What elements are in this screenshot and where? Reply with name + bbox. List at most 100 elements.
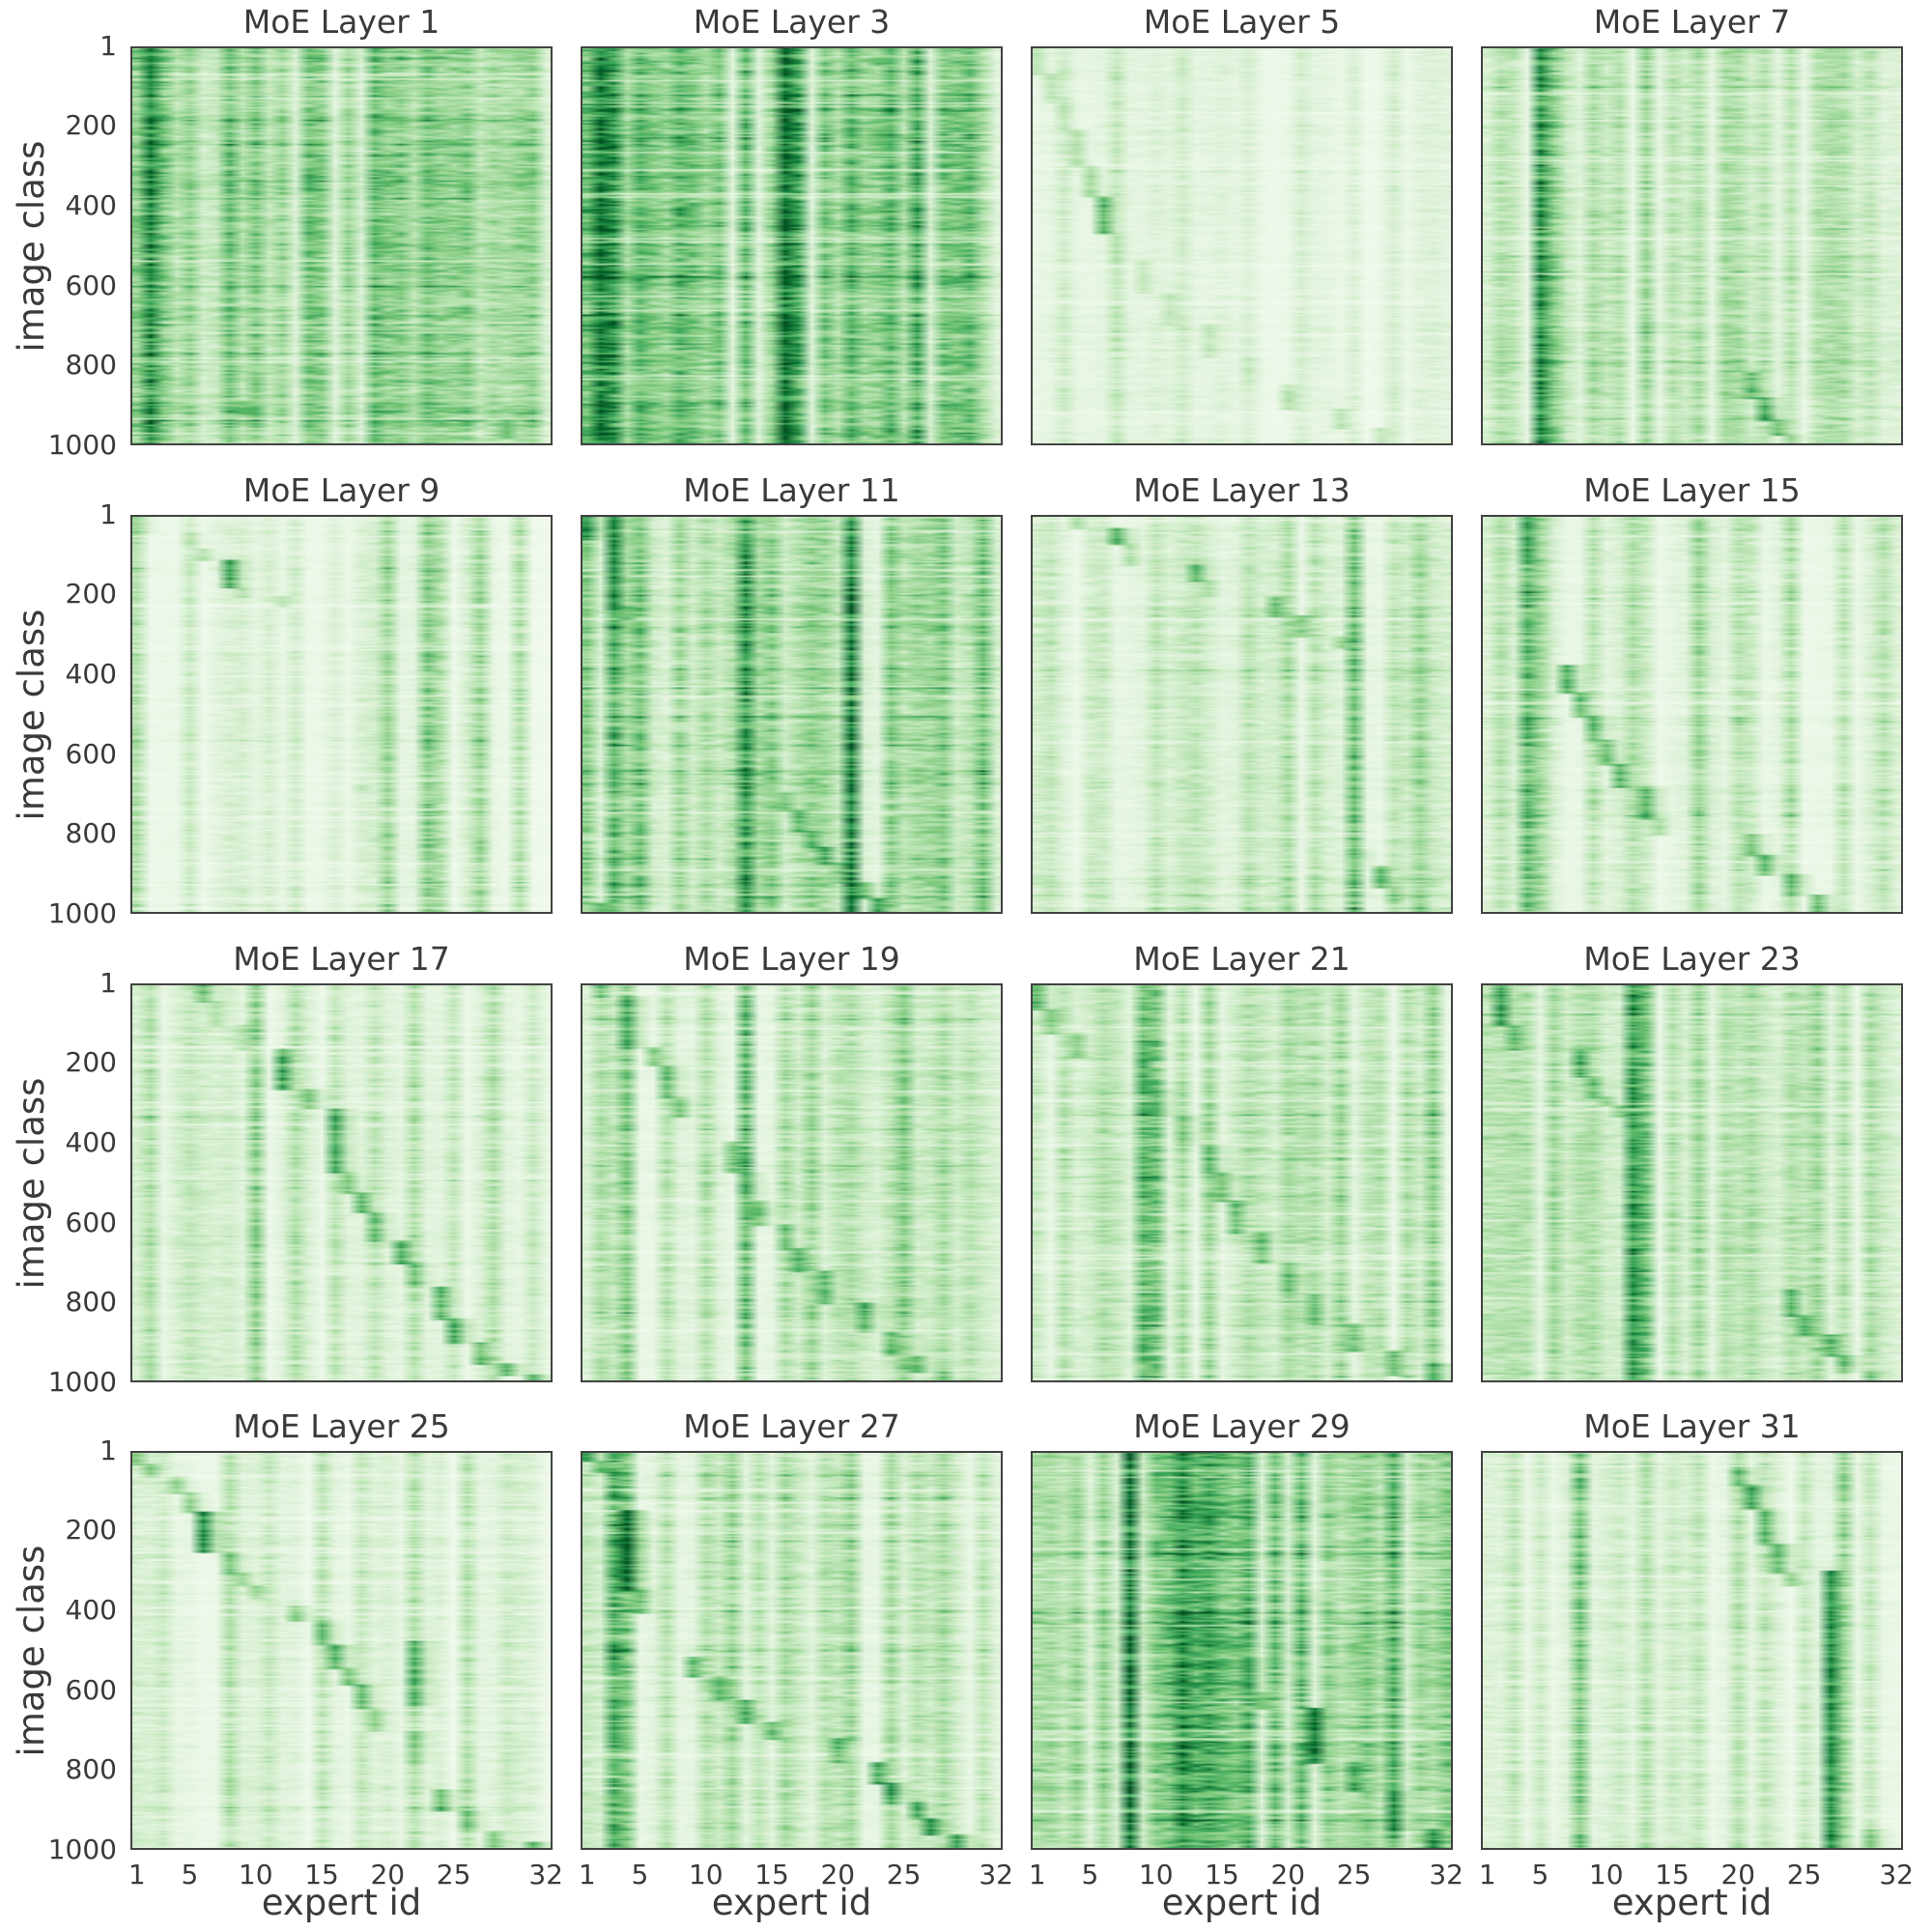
x-axis-label: expert id [261,1882,422,1923]
heatmap-panel: MoE Layer 19 [581,940,1003,1382]
heatmap-panel: MoE Layer 13 [1031,471,1453,914]
y-tick-label: 200 [65,578,117,611]
x-tick-label: 32 [1879,1859,1914,1890]
y-tick-label: 800 [65,817,117,850]
x-tick-label: 15 [1205,1859,1239,1890]
panel-title: MoE Layer 1 [242,3,440,41]
y-tick-label: 1000 [47,1833,117,1865]
heatmap-canvas [581,515,1003,914]
y-tick-label: 1 [99,498,117,531]
heatmap-panel: MoE Layer 29 [1031,1407,1453,1850]
heatmap-canvas [1481,515,1903,914]
x-tick-label: 25 [1786,1859,1822,1890]
x-tick-label: 10 [1588,1859,1624,1890]
x-tick-label: 25 [1336,1859,1372,1890]
x-tick-label: 20 [820,1859,856,1890]
heatmap-panel: MoE Layer 11 [581,471,1003,914]
heatmap-canvas [130,1451,553,1850]
heatmap-canvas [1481,46,1903,445]
x-tick-label: 20 [1720,1859,1756,1890]
y-axis-label: image class [11,1077,52,1289]
y-tick-label: 1000 [47,1365,117,1398]
panel-title: MoE Layer 27 [683,1407,900,1445]
x-tick-label: 25 [436,1859,471,1890]
y-axis-label: image class [11,609,52,820]
x-tick-label: 32 [528,1859,563,1890]
x-tick-label: 10 [1138,1859,1174,1890]
x-tick-label: 1 [1478,1859,1496,1890]
y-tick-label: 800 [65,1286,117,1319]
x-tick-label: 10 [238,1859,273,1890]
panel-title: MoE Layer 19 [683,940,900,978]
panel-title: MoE Layer 5 [1143,3,1341,41]
x-tick-label: 1 [578,1859,596,1890]
heatmap-panel: MoE Layer 17 [130,940,553,1382]
heatmap-canvas [1031,983,1453,1382]
y-tick-label: 400 [65,188,117,221]
y-tick-label: 200 [65,1514,117,1547]
heatmap-panel: MoE Layer 31 [1481,1407,1903,1850]
x-axis-label: expert id [1611,1882,1773,1923]
y-tick-label: 400 [65,1125,117,1158]
x-tick-label: 15 [754,1859,789,1890]
heatmap-panel: MoE Layer 23 [1481,940,1903,1382]
panel-title: MoE Layer 29 [1133,1407,1350,1445]
panel-title: MoE Layer 21 [1133,940,1350,978]
panel-title: MoE Layer 9 [242,471,440,509]
y-tick-label: 400 [65,1593,117,1626]
heatmap-canvas [1481,1451,1903,1850]
x-axis-label: expert id [1161,1882,1322,1923]
y-tick-label: 1000 [47,896,117,929]
panel-title: MoE Layer 23 [1583,940,1801,978]
panel-title: MoE Layer 15 [1583,471,1801,509]
panel-title: MoE Layer 31 [1583,1407,1801,1445]
heatmap-canvas [581,1451,1003,1850]
panel-title: MoE Layer 25 [233,1407,450,1445]
heatmap-panel: MoE Layer 27 [581,1407,1003,1850]
y-tick-label: 600 [65,1673,117,1706]
heatmap-canvas [1031,1451,1453,1850]
heatmap-panel: MoE Layer 21 [1031,940,1453,1382]
heatmap-canvas [1031,46,1453,445]
y-tick-label: 600 [65,1206,117,1238]
panel-title: MoE Layer 7 [1593,3,1791,41]
y-tick-label: 1 [99,30,117,63]
panel-title: MoE Layer 3 [693,3,891,41]
heatmap-canvas [581,983,1003,1382]
heatmap-canvas [130,515,553,914]
heatmap-panel: MoE Layer 5 [1031,3,1453,445]
x-tick-label: 5 [631,1859,649,1890]
x-tick-label: 32 [979,1859,1013,1890]
x-tick-label: 15 [1655,1859,1690,1890]
x-axis-label: expert id [711,1882,872,1923]
heatmap-panel: MoE Layer 9 [130,471,553,914]
y-tick-label: 200 [65,109,117,142]
x-tick-label: 5 [1531,1859,1549,1890]
heatmap-panel: MoE Layer 25 [130,1407,553,1850]
y-tick-label: 1000 [47,428,117,461]
y-tick-label: 600 [65,737,117,770]
x-tick-label: 1 [128,1859,146,1890]
heatmap-canvas [1031,515,1453,914]
panel-title: MoE Layer 13 [1133,471,1350,509]
heatmap-panel: MoE Layer 15 [1481,471,1903,914]
y-tick-label: 1 [99,1435,117,1467]
y-tick-label: 400 [65,657,117,690]
x-tick-label: 32 [1429,1859,1463,1890]
heatmap-panel: MoE Layer 1 [130,3,553,445]
y-axis-label: image class [11,1545,52,1756]
heatmap-panel: MoE Layer 7 [1481,3,1903,445]
heatmap-canvas [1481,983,1903,1382]
x-tick-label: 1 [1028,1859,1046,1890]
y-tick-label: 1 [99,967,117,1000]
x-tick-label: 5 [181,1859,199,1890]
y-tick-label: 600 [65,269,117,301]
heatmap-canvas [130,983,553,1382]
x-tick-label: 15 [304,1859,339,1890]
y-axis-label: image class [11,140,52,352]
heatmap-canvas [581,46,1003,445]
y-tick-label: 800 [65,349,117,382]
panel-title: MoE Layer 11 [683,471,900,509]
x-tick-label: 20 [1270,1859,1306,1890]
